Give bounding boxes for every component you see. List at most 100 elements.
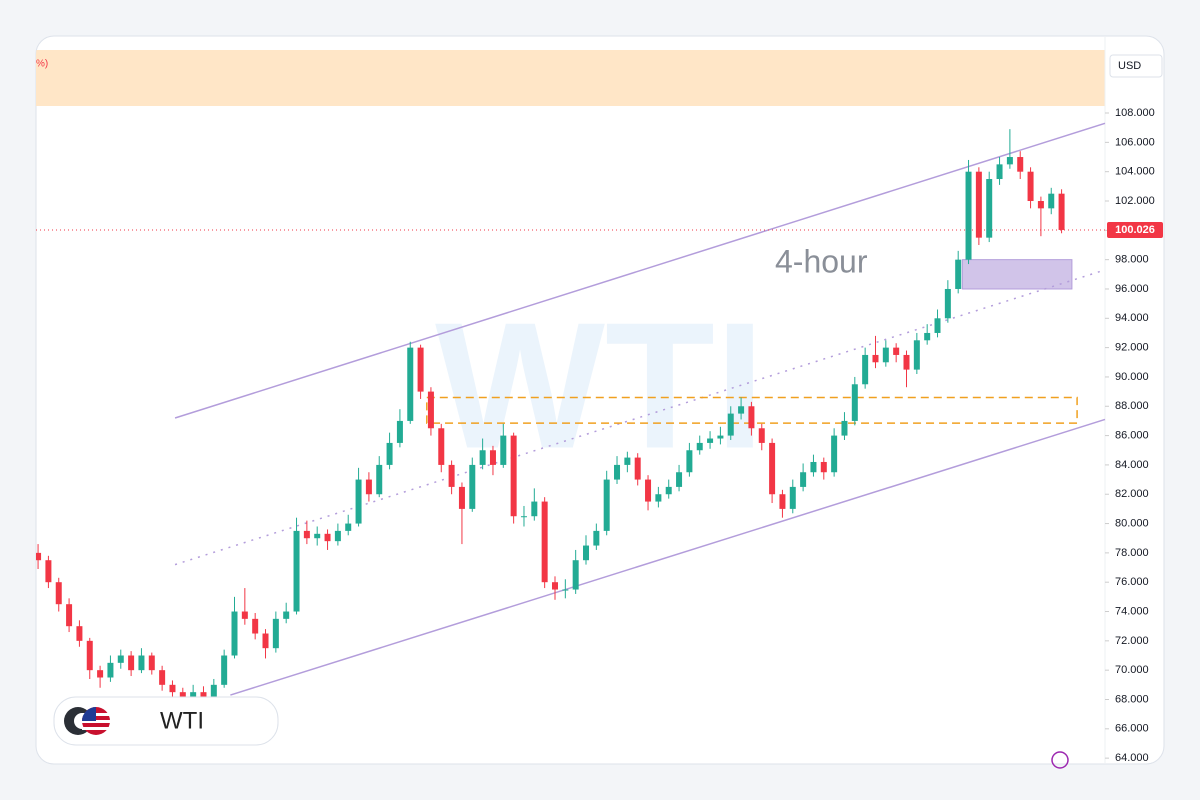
y-tick-label: 86.000 (1115, 429, 1149, 441)
candle-body (365, 479, 372, 495)
candle-body (148, 655, 155, 671)
y-tick-label: 80.000 (1115, 517, 1149, 529)
candle-body (479, 450, 486, 465)
candle-body (86, 640, 93, 671)
candle-body (996, 164, 1003, 180)
candle-body (769, 442, 776, 495)
candle-body (707, 438, 714, 443)
y-tick-label: 102.000 (1115, 195, 1155, 207)
candle-body (645, 479, 652, 502)
candle-body (448, 464, 455, 487)
channel-line (230, 418, 1106, 696)
candle-body (572, 560, 579, 590)
candle-body (117, 655, 124, 663)
card (35, 35, 1165, 765)
y-tick-label: 90.000 (1115, 371, 1149, 383)
candle-body (76, 626, 83, 641)
candle-body (396, 420, 403, 443)
candle-body (893, 347, 900, 355)
candle-body (820, 461, 827, 473)
candle-body (924, 332, 931, 341)
candle-body (603, 479, 610, 531)
candle-body (634, 457, 641, 480)
candle-body (727, 413, 734, 436)
candle-body (1006, 157, 1013, 165)
candle-body (66, 604, 73, 627)
candle-body (717, 435, 724, 439)
candle-body (913, 340, 920, 370)
candle-body (510, 435, 517, 517)
y-tick-label: 98.000 (1115, 254, 1149, 266)
candle-body (965, 171, 972, 260)
y-tick-label: 72.000 (1115, 635, 1149, 647)
y-tick-label: 76.000 (1115, 576, 1149, 588)
candle-body (303, 530, 310, 539)
candle-body (252, 618, 259, 634)
candle-body (1017, 157, 1024, 172)
candle-body (676, 472, 683, 487)
y-tick-label: 88.000 (1115, 400, 1149, 412)
candle-body (376, 464, 383, 495)
y-tick-label: 70.000 (1115, 664, 1149, 676)
y-tick-label: 68.000 (1115, 693, 1149, 705)
currency-box (1109, 54, 1163, 78)
candle-body (190, 692, 197, 700)
candle-body (334, 530, 341, 542)
candle-body (221, 655, 228, 685)
candle-body (583, 545, 590, 561)
candle-body (200, 692, 207, 697)
candle-body (138, 655, 145, 671)
flag-canton (82, 707, 96, 721)
candle-body (520, 516, 527, 518)
candle-body (551, 582, 558, 590)
last-price-label: 100.026 (1115, 224, 1155, 236)
candle-body (345, 523, 352, 531)
candle-body (779, 494, 786, 509)
candle-body (128, 655, 135, 671)
candle-body (800, 472, 807, 487)
candle-body (986, 179, 993, 238)
candle-body (159, 670, 166, 685)
candle-body (283, 611, 290, 619)
candle-body (1058, 193, 1065, 230)
candle-body (293, 530, 300, 612)
candle-body (107, 662, 114, 678)
candle-body (36, 552, 42, 561)
zone (961, 259, 1073, 290)
candle-body (665, 486, 672, 495)
candle-body (851, 384, 858, 421)
y-tick-label: 94.000 (1115, 312, 1149, 324)
y-tick-label: 96.000 (1115, 283, 1149, 295)
channel-line (174, 122, 1106, 419)
symbol-badge (53, 696, 279, 746)
candle-body (944, 288, 951, 319)
icon (1051, 751, 1069, 769)
y-tick-label: 92.000 (1115, 342, 1149, 354)
flag-stripe (82, 727, 110, 730)
candle-body (241, 611, 248, 619)
top-band (36, 50, 1105, 106)
candle-body (55, 582, 62, 605)
candle-body (562, 589, 569, 591)
candle-body (324, 533, 331, 542)
y-tick-label: 82.000 (1115, 488, 1149, 500)
candle-body (841, 420, 848, 436)
candle-body (407, 347, 414, 421)
candle-body (696, 442, 703, 451)
candle-body (314, 533, 321, 539)
candle-body (179, 692, 186, 700)
candle-body (789, 486, 796, 509)
candle-body (427, 391, 434, 429)
candle-body (438, 428, 445, 465)
candle-body (355, 479, 362, 524)
y-tick-label: 78.000 (1115, 547, 1149, 559)
candle-body (1027, 171, 1034, 202)
candle-body (882, 347, 889, 363)
candle-body (541, 501, 548, 583)
y-tick-label: 64.000 (1115, 752, 1149, 764)
top-note: %) (36, 59, 48, 70)
symbol: WTI (160, 707, 204, 734)
candle-body (872, 354, 879, 363)
